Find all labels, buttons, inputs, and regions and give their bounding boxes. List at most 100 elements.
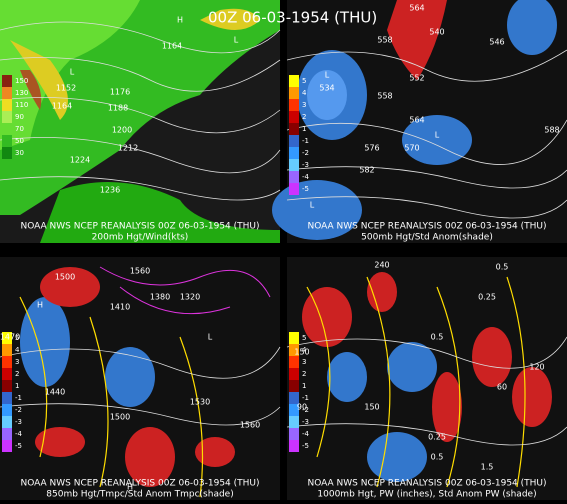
map-title: 00Z 06-03-1954 (THU) bbox=[208, 9, 377, 27]
legend-swatch bbox=[289, 404, 299, 416]
legend-label: -1 bbox=[15, 394, 22, 402]
legend-label: 150 bbox=[15, 77, 28, 85]
panel-source: NOAA NWS NCEP REANALYSIS 00Z 06-03-1954 … bbox=[307, 222, 546, 232]
panel-caption: 1000mb Hgt, PW (inches), Std Anom PW (sh… bbox=[317, 490, 536, 500]
contour-label: 552 bbox=[409, 74, 424, 83]
legend-label: -5 bbox=[302, 442, 309, 450]
legend-swatch bbox=[2, 368, 12, 380]
contour-label: 0.25 bbox=[478, 293, 496, 302]
contour-label: 1500 bbox=[110, 413, 130, 422]
contour-label: 558 bbox=[377, 92, 392, 101]
legend-swatch bbox=[289, 75, 299, 87]
legend-swatch bbox=[289, 159, 299, 171]
contour-label: 1212 bbox=[118, 144, 138, 153]
legend-swatch bbox=[2, 440, 12, 452]
legend-label: -1 bbox=[302, 137, 309, 145]
legend-swatch bbox=[289, 344, 299, 356]
panel-500mb bbox=[272, 0, 567, 243]
contour-label: 1530 bbox=[190, 398, 210, 407]
legend-swatch bbox=[289, 171, 299, 183]
contour-label: 1560 bbox=[130, 267, 150, 276]
legend-swatch bbox=[289, 428, 299, 440]
contour-label: 1164 bbox=[162, 42, 182, 51]
contour-label: 564 bbox=[409, 116, 424, 125]
legend-label: -2 bbox=[302, 406, 309, 414]
contour-label: 0.5 bbox=[431, 453, 444, 462]
legend-swatch bbox=[2, 332, 12, 344]
contour-label: H bbox=[37, 301, 43, 310]
panel-1000mb bbox=[286, 257, 567, 500]
contour-label: 570 bbox=[404, 144, 419, 153]
panel-caption: 500mb Hgt/Std Anom(shade) bbox=[361, 233, 493, 243]
panel-200mb bbox=[0, 0, 281, 243]
contour-label: L bbox=[435, 131, 440, 140]
contour-label: 1188 bbox=[108, 104, 128, 113]
legend-label: 4 bbox=[302, 346, 307, 354]
legend-swatch bbox=[2, 380, 12, 392]
contour-label: 0.25 bbox=[428, 433, 446, 442]
contour-label: L bbox=[70, 68, 75, 77]
legend-label: -3 bbox=[302, 161, 309, 169]
contour-label: 1224 bbox=[70, 156, 90, 165]
legend-swatch bbox=[289, 147, 299, 159]
contour-label: L bbox=[325, 71, 330, 80]
contour-label: 1500 bbox=[55, 273, 75, 282]
legend-swatch bbox=[2, 135, 12, 147]
legend-label: 2 bbox=[15, 370, 19, 378]
legend-label: -3 bbox=[15, 418, 22, 426]
contour-label: 60 bbox=[497, 383, 507, 392]
legend-label: 130 bbox=[15, 89, 28, 97]
legend-swatch bbox=[289, 123, 299, 135]
legend-label: 70 bbox=[15, 125, 24, 133]
contour-label: 0.5 bbox=[431, 333, 444, 342]
legend-swatch bbox=[2, 416, 12, 428]
contour-label: 582 bbox=[359, 166, 374, 175]
legend-label: -1 bbox=[302, 394, 309, 402]
contour-label: 1560 bbox=[240, 421, 260, 430]
contour-label: 588 bbox=[544, 126, 559, 135]
contour-label: 1164 bbox=[52, 102, 72, 111]
legend-label: 110 bbox=[15, 101, 28, 109]
contour-label: 0.5 bbox=[496, 263, 509, 272]
legend-swatch bbox=[2, 356, 12, 368]
legend-label: 1 bbox=[15, 382, 19, 390]
legend-swatch bbox=[2, 147, 12, 159]
contour-label: 90 bbox=[297, 403, 307, 412]
legend-label: -2 bbox=[15, 406, 22, 414]
legend-label: 3 bbox=[302, 101, 306, 109]
legend-swatch bbox=[289, 368, 299, 380]
legend-swatch bbox=[289, 99, 299, 111]
contour-label: 558 bbox=[377, 36, 392, 45]
legend-label: -5 bbox=[302, 185, 309, 193]
legend-swatch bbox=[2, 75, 12, 87]
contour-label: 1440 bbox=[45, 388, 65, 397]
legend-label: -4 bbox=[302, 430, 310, 438]
contour-label: 576 bbox=[364, 144, 379, 153]
legend-swatch bbox=[289, 135, 299, 147]
legend-swatch bbox=[2, 87, 12, 99]
contour-label: 1470 bbox=[0, 333, 20, 342]
contour-label: L bbox=[234, 36, 239, 45]
legend-label: -4 bbox=[15, 430, 23, 438]
legend-swatch bbox=[289, 111, 299, 123]
panel-source: NOAA NWS NCEP REANALYSIS 00Z 06-03-1954 … bbox=[20, 479, 259, 489]
legend-label: 5 bbox=[15, 334, 19, 342]
contour-label: 1320 bbox=[180, 293, 200, 302]
legend-label: 90 bbox=[15, 113, 24, 121]
contour-label: 1410 bbox=[110, 303, 130, 312]
contour-label: 1200 bbox=[112, 126, 132, 135]
legend-swatch bbox=[2, 99, 12, 111]
contour-label: 150 bbox=[294, 348, 309, 357]
contour-label: 1176 bbox=[110, 88, 130, 97]
legend-label: -5 bbox=[15, 442, 22, 450]
legend-label: 4 bbox=[302, 89, 307, 97]
contour-label: 546 bbox=[489, 38, 504, 47]
legend-swatch bbox=[2, 123, 12, 135]
contour-label: 240 bbox=[374, 261, 389, 270]
legend-swatch bbox=[2, 111, 12, 123]
contour-label: 150 bbox=[364, 403, 379, 412]
contour-label: 1236 bbox=[100, 186, 120, 195]
contour-label: H bbox=[127, 483, 133, 492]
legend-label: 50 bbox=[15, 137, 24, 145]
panel-850mb bbox=[0, 257, 281, 500]
